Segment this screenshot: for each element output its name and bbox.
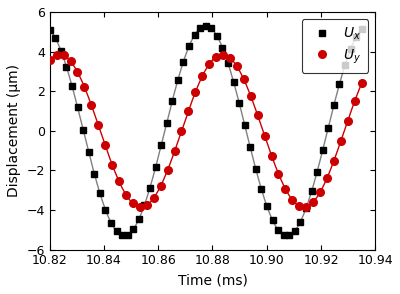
$U_y$ [103,143,108,147]
$U_y$ [82,85,87,89]
$U_y$ [138,205,142,209]
$U_y$ [165,168,170,172]
$U_y$ [214,55,218,59]
$U_x$ [58,49,63,52]
$U_y$ [318,191,322,194]
$U_x$ [359,27,364,31]
$U_y$ [228,56,232,60]
$U_y$ [338,139,343,143]
$U_y$ [332,159,336,162]
$U_y$ [158,184,163,188]
$U_y$ [207,62,212,66]
$U_y$ [255,113,260,117]
$U_x$ [64,65,69,69]
$U_y$ [359,82,364,85]
$U_y$ [304,205,309,208]
$U_y$ [352,99,357,103]
$U_y$ [151,196,156,200]
Line: $U_x$: $U_x$ [47,23,365,239]
Line: $U_y$: $U_y$ [46,51,366,211]
Legend: $U_x$, $U_y$: $U_x$, $U_y$ [302,19,368,73]
$U_y$ [200,74,205,78]
$U_y$ [110,163,114,166]
Y-axis label: Displacement (μm): Displacement (μm) [7,64,21,197]
$U_y$ [172,150,177,153]
$U_y$ [262,134,267,137]
$U_x$ [276,228,280,232]
$U_x$ [203,24,208,28]
$U_y$ [186,109,191,113]
$U_y$ [193,91,198,94]
$U_y$ [179,130,184,133]
$U_y$ [47,58,52,62]
$U_y$ [290,198,295,202]
$U_y$ [311,200,316,204]
$U_y$ [248,94,253,98]
X-axis label: Time (ms): Time (ms) [178,273,248,287]
$U_y$ [269,154,274,157]
$U_y$ [124,193,128,196]
$U_x$ [136,218,141,221]
$U_y$ [75,70,80,74]
$U_y$ [234,65,239,68]
$U_y$ [89,103,94,107]
$U_x$ [270,218,275,222]
$U_y$ [276,172,281,176]
$U_y$ [283,187,288,191]
$U_y$ [242,78,246,81]
$U_x$ [47,28,52,31]
$U_y$ [54,53,59,57]
$U_x$ [120,234,124,237]
$U_y$ [68,59,73,63]
$U_y$ [144,203,149,207]
$U_y$ [117,180,122,183]
$U_y$ [96,123,101,127]
$U_x$ [186,45,191,48]
$U_y$ [297,204,302,208]
$U_y$ [325,176,330,180]
$U_y$ [61,54,66,57]
$U_y$ [346,119,350,122]
$U_y$ [221,53,226,56]
$U_y$ [130,202,135,205]
